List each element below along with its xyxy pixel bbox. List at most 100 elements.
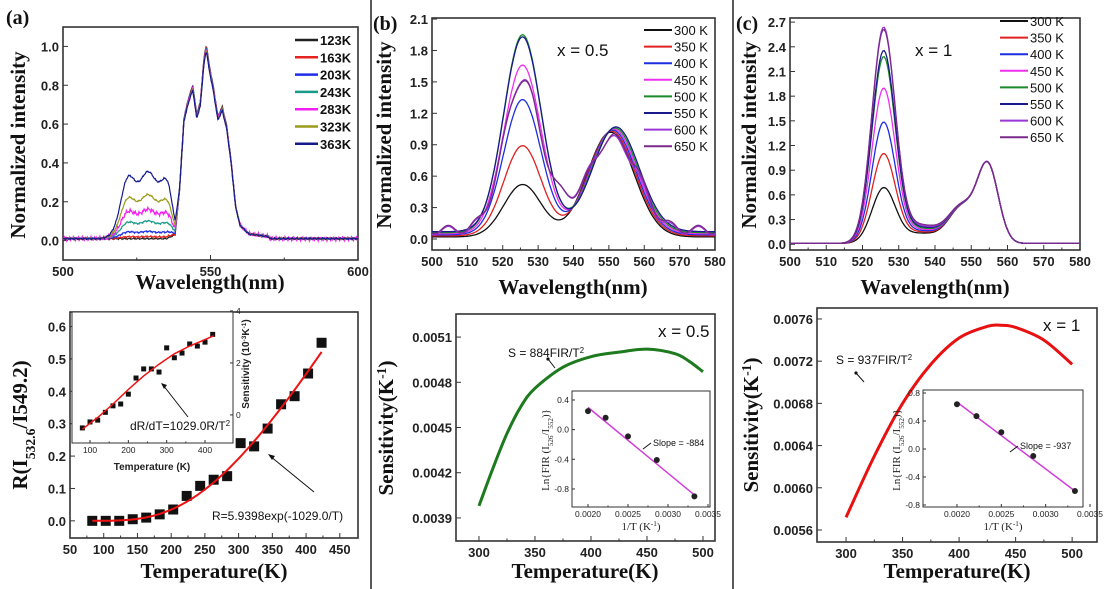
inset-x-axis-title-part: Temperature (K) — [114, 462, 191, 473]
sensitivity-equation-label-part: S = 884FIR/T — [508, 346, 580, 360]
data-point — [95, 417, 101, 423]
x-tick-label: 0.0030 — [655, 509, 681, 519]
data-point — [222, 471, 233, 482]
y-tick-label: 0.4 — [48, 384, 67, 399]
data-point — [973, 413, 980, 420]
data-point — [316, 337, 327, 348]
y-axis-title: R(I532.6/I549.2) — [8, 360, 38, 489]
annotation-arrow — [547, 358, 556, 369]
fit-curve — [81, 335, 215, 430]
y-tick-label: 0.0 — [908, 444, 920, 454]
legend-label: 600 K — [1030, 114, 1064, 129]
series-line-363K — [62, 51, 359, 241]
data-point — [208, 474, 219, 485]
y-tick-label: 0.2 — [41, 195, 59, 210]
fit-equation-label: R=5.9398exp(-1029.0/T) — [212, 509, 343, 523]
x-axis-title: Wavelength(nm) — [135, 270, 284, 294]
x-tick-label: 400 — [198, 445, 212, 455]
y-axis-title-part: Normalized intensity — [372, 41, 396, 229]
x-tick-label: 600 — [347, 264, 369, 279]
b_inset_lnfir-chart — [571, 390, 711, 508]
c_spectra-chart — [789, 17, 1081, 251]
b_sensitivity-chart — [455, 313, 716, 542]
y-tick-label: 0.6 — [410, 169, 428, 184]
data-point — [87, 419, 93, 425]
y-tick-label: 0.0 — [410, 232, 428, 247]
data-point — [1030, 452, 1037, 459]
data-point — [179, 350, 185, 356]
x-tick-label: 530 — [527, 254, 549, 269]
y-axis-title-part: -1 — [739, 364, 754, 376]
data-point — [187, 341, 193, 347]
inset-equation-label-part: 2 — [226, 419, 230, 428]
inset-y-axis-title-part: Ln{FIR (I — [891, 446, 903, 491]
series-line-550 K — [432, 36, 715, 233]
legend-label: 350 K — [674, 40, 708, 55]
y-tick-label: 0.0 — [41, 234, 59, 249]
y-axis-title-part: R(I — [8, 459, 32, 489]
y-tick-label: 2 — [236, 358, 241, 368]
legend-label: 500 K — [1030, 80, 1064, 95]
x-tick-label: 510 — [457, 254, 479, 269]
y-tick-label: -0.4 — [905, 472, 920, 482]
y-tick-label: 0.0 — [557, 425, 569, 435]
data-point — [602, 414, 609, 421]
y-tick-label: 0.4 — [557, 395, 569, 405]
inset-y-axis-title-part: -1 — [241, 322, 248, 328]
arrowhead-icon — [854, 371, 858, 375]
x-tick-label: 530 — [888, 254, 910, 269]
inset-x-axis-title-part: 1/T (K — [621, 521, 650, 533]
y-axis-title: Normalized intensity — [6, 51, 30, 239]
arrowhead-icon — [546, 357, 550, 361]
y-tick-label: 0.6 — [768, 188, 786, 203]
x-tick-label: 100 — [83, 445, 97, 455]
x-tick-label: 200 — [121, 445, 135, 455]
x-tick-label: 560 — [997, 254, 1019, 269]
data-point — [653, 457, 660, 464]
data-point — [141, 366, 147, 372]
x-tick-label: 350 — [261, 542, 283, 557]
x-tick-label: 300 — [160, 445, 174, 455]
y-tick-label: 0.0039 — [412, 511, 452, 526]
annotation-arrow — [162, 384, 189, 418]
y-tick-label: 1.5 — [410, 75, 428, 90]
sensitivity-equation-label-part: 2 — [908, 353, 912, 362]
y-tick-label: 2.1 — [768, 64, 786, 79]
inset-x-axis-title-part: 1/T (K — [983, 521, 1012, 533]
x-tick-label: 560 — [633, 254, 655, 269]
x-axis-title: Temperature(K) — [141, 559, 288, 583]
a_ratio-chart — [69, 311, 359, 539]
legend-label: 363K — [320, 137, 352, 152]
y-axis-title: Normalized intensity — [737, 41, 761, 229]
x-axis-title: Temperature(K) — [884, 559, 1031, 583]
y-tick-label: 0.3 — [410, 201, 428, 216]
x-tick-label: 550 — [960, 254, 982, 269]
inset-x-axis-title-part: -1 — [651, 520, 657, 528]
x-axis-title-part: Wavelength(nm) — [860, 275, 1009, 299]
y-tick-label: 0.1 — [48, 481, 66, 496]
x-axis-title: Wavelength(nm) — [498, 275, 647, 299]
inset-y-axis-title-part: 526 — [898, 435, 906, 446]
fit-curve — [92, 351, 323, 522]
data-point — [156, 369, 162, 375]
x-axis-title-part: Temperature(K) — [141, 559, 288, 583]
y-tick-label: 0.4 — [41, 156, 60, 171]
y-tick-label: 0.3 — [768, 213, 786, 228]
inset-y-axis-title-part: )} — [540, 409, 552, 418]
legend-label: 203K — [320, 68, 352, 83]
inset-y-axis-title-part: /I — [891, 428, 903, 435]
data-point — [110, 403, 116, 409]
legend-label: 650 K — [674, 139, 708, 154]
sensitivity-equation-label-part: S = 937FIR/T — [836, 353, 908, 367]
x-tick-label: 540 — [924, 254, 946, 269]
y-tick-label: 0.0076 — [773, 312, 813, 327]
legend-label: 300 K — [674, 23, 708, 38]
data-point — [195, 480, 206, 491]
x-axis-title: Temperature(K) — [512, 559, 659, 583]
data-point — [1071, 487, 1078, 494]
panel-label-c: (c) — [736, 13, 758, 35]
x-tick-label: 150 — [127, 542, 149, 557]
x-tick-label: 510 — [815, 254, 837, 269]
y-axis-title-part: 532.6 — [23, 428, 38, 459]
